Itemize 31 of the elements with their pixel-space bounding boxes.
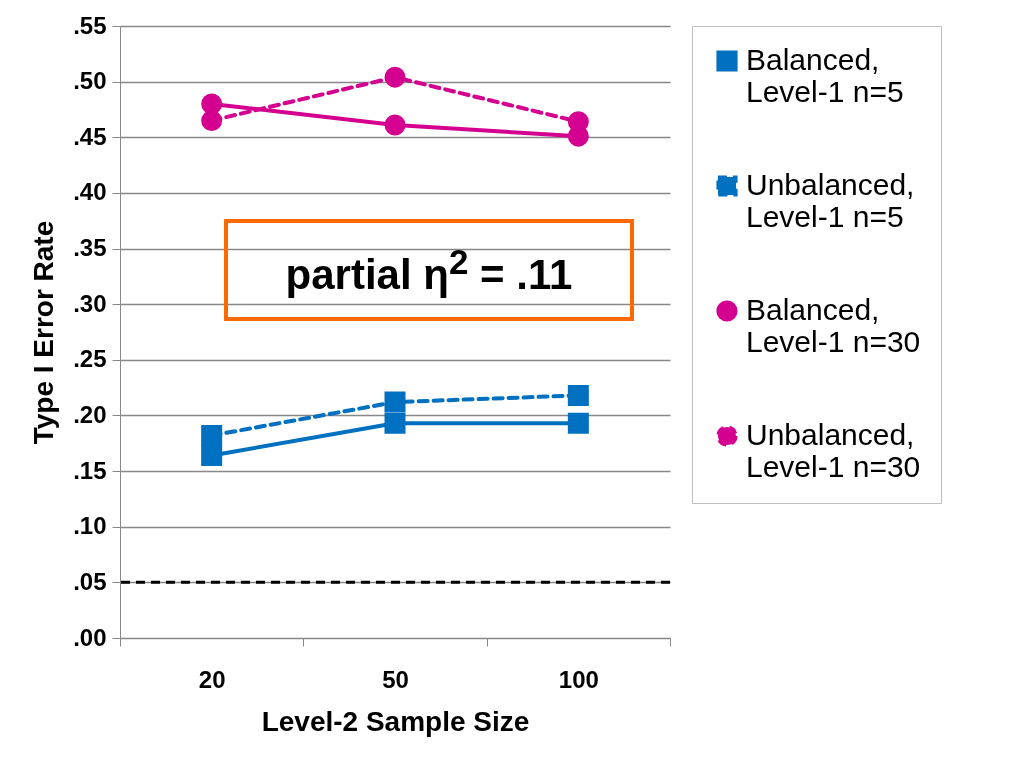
legend-label: Unbalanced, Level-1 n=5 <box>746 168 915 233</box>
y-tick-label: .40 <box>73 178 107 206</box>
y-tick-label: .20 <box>73 400 107 428</box>
point <box>384 114 406 136</box>
legend-label: Unbalanced, Level-1 n=30 <box>746 418 921 483</box>
x-axis-title: Level-2 Sample Size <box>261 705 530 737</box>
y-tick-label: .35 <box>73 234 107 262</box>
y-tick-label: .05 <box>73 567 107 595</box>
y-tick-label: .45 <box>73 122 107 150</box>
annotation: partial η$^{2}$ = .11 <box>285 241 573 299</box>
point <box>567 412 589 434</box>
y-tick-label: .10 <box>73 512 107 540</box>
y-tick-label: .15 <box>73 456 107 484</box>
x-tick-label: 100 <box>558 665 599 693</box>
point <box>201 110 223 132</box>
x-tick-label: 20 <box>198 665 226 693</box>
x-tick-label: 50 <box>382 665 409 693</box>
y-tick-label: .00 <box>73 623 107 651</box>
point <box>384 391 406 413</box>
y-tick-label: .30 <box>73 289 107 317</box>
legend-label: Balanced, Level-1 n=30 <box>746 293 921 358</box>
point <box>201 445 223 467</box>
y-axis-title: Type I Error Rate <box>28 220 60 445</box>
point <box>384 66 406 88</box>
legend-label: Balanced, Level-1 n=5 <box>746 43 904 108</box>
y-tick-label: .50 <box>73 67 107 95</box>
point <box>384 412 406 434</box>
y-tick-label: .55 <box>73 11 107 39</box>
y-tick-label: .25 <box>73 345 107 373</box>
point <box>201 424 223 446</box>
point <box>567 384 589 406</box>
